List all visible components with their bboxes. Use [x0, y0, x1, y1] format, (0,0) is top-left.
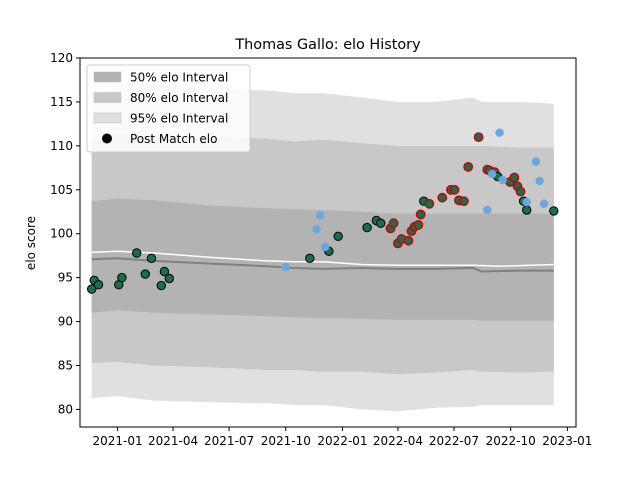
- data-point-s0-0: [87, 284, 97, 294]
- data-point-s0-42: [515, 186, 526, 197]
- data-point-s0-2: [93, 280, 104, 290]
- data-point-s0-4: [117, 272, 127, 283]
- legend-swatch-2: [93, 112, 122, 124]
- y-tick-label-6: 110: [50, 139, 73, 153]
- interval-band-2: [91, 198, 554, 321]
- legend-label-0: 50% elo Interval: [130, 71, 228, 85]
- legend-box: [86, 64, 251, 153]
- legend-label-1: 80% elo Interval: [130, 91, 228, 105]
- y-tick-label-8: 120: [50, 51, 73, 65]
- data-point-s1-11: [539, 199, 549, 208]
- data-point-s1-1: [312, 225, 321, 234]
- data-point-s1-0: [281, 262, 290, 272]
- chart-title: Thomas Gallo: elo History: [234, 37, 421, 53]
- expected-elo-line: [91, 250, 554, 267]
- x-tick-label-3: 2021-10: [261, 434, 311, 448]
- data-point-s1-7: [498, 175, 507, 185]
- data-point-s0-40: [509, 172, 520, 183]
- data-point-s0-6: [140, 269, 151, 279]
- x-tick-label-4: 2022-01: [317, 434, 367, 448]
- data-point-s0-34: [473, 132, 484, 143]
- y-tick-label-3: 95: [58, 271, 73, 285]
- data-point-s1-6: [495, 128, 504, 137]
- data-point-s0-9: [159, 266, 170, 277]
- data-point-s0-24: [413, 219, 424, 230]
- y-tick-label-7: 115: [50, 95, 73, 109]
- x-tick-label-5: 2022-04: [373, 434, 423, 448]
- plot-area: 80 85 90 95 100 105 110 115 120 2021-01 2021-04 202…: [50, 51, 592, 448]
- x-tick-label-0: 2021-01: [93, 434, 143, 448]
- y-tick-label-2: 90: [58, 315, 73, 329]
- data-point-s0-28: [437, 192, 448, 203]
- x-tick-label-2: 2021-07: [204, 434, 254, 448]
- x-tick-label-7: 2022-10: [486, 434, 536, 448]
- x-tick-label-6: 2022-07: [429, 434, 479, 448]
- y-tick-label-0: 80: [58, 402, 73, 416]
- data-point-s0-13: [333, 231, 343, 242]
- data-point-s0-16: [376, 218, 386, 228]
- data-point-s1-4: [483, 205, 492, 215]
- data-point-s0-25: [415, 209, 426, 220]
- data-point-s1-8: [522, 197, 531, 207]
- data-point-s1-5: [488, 169, 497, 179]
- data-point-s0-8: [156, 280, 167, 291]
- legend-label-2: 95% elo Interval: [130, 112, 228, 126]
- data-point-s1-10: [535, 176, 544, 186]
- data-point-s1-9: [531, 157, 541, 166]
- data-point-s0-32: [458, 196, 469, 207]
- data-point-s0-5: [132, 248, 142, 258]
- legend: 50% elo Interval 80% elo Interval 95% elo …: [86, 64, 251, 153]
- data-point-s1-3: [321, 242, 330, 252]
- data-point-s0-33: [463, 161, 474, 172]
- data-point-s0-27: [424, 198, 435, 209]
- legend-marker-3: [102, 133, 112, 144]
- data-point-s0-7: [146, 253, 157, 263]
- legend-swatch-1: [93, 92, 122, 103]
- data-point-s0-14: [362, 222, 372, 233]
- data-point-s0-11: [305, 253, 315, 263]
- plot-content: [87, 82, 559, 412]
- data-point-s0-10: [164, 273, 175, 284]
- legend-swatch-0: [93, 71, 122, 83]
- data-point-s1-2: [316, 211, 325, 220]
- data-point-s0-45: [549, 206, 559, 216]
- data-point-s0-21: [403, 235, 414, 246]
- y-tick-label-1: 85: [58, 359, 73, 373]
- data-point-s0-30: [449, 184, 460, 195]
- x-tick-label-8: 2023-01: [542, 434, 592, 448]
- y-axis-label: elo score: [24, 216, 38, 270]
- x-tick-label-1: 2021-04: [148, 434, 198, 448]
- data-point-s0-44: [522, 205, 532, 215]
- y-tick-label-5: 105: [50, 183, 73, 197]
- y-tick-label-4: 100: [50, 227, 73, 241]
- legend-label-3: Post Match elo: [130, 132, 217, 146]
- data-point-s0-18: [388, 218, 399, 229]
- plot-frame: [79, 57, 577, 428]
- mean-elo-line: [91, 257, 554, 273]
